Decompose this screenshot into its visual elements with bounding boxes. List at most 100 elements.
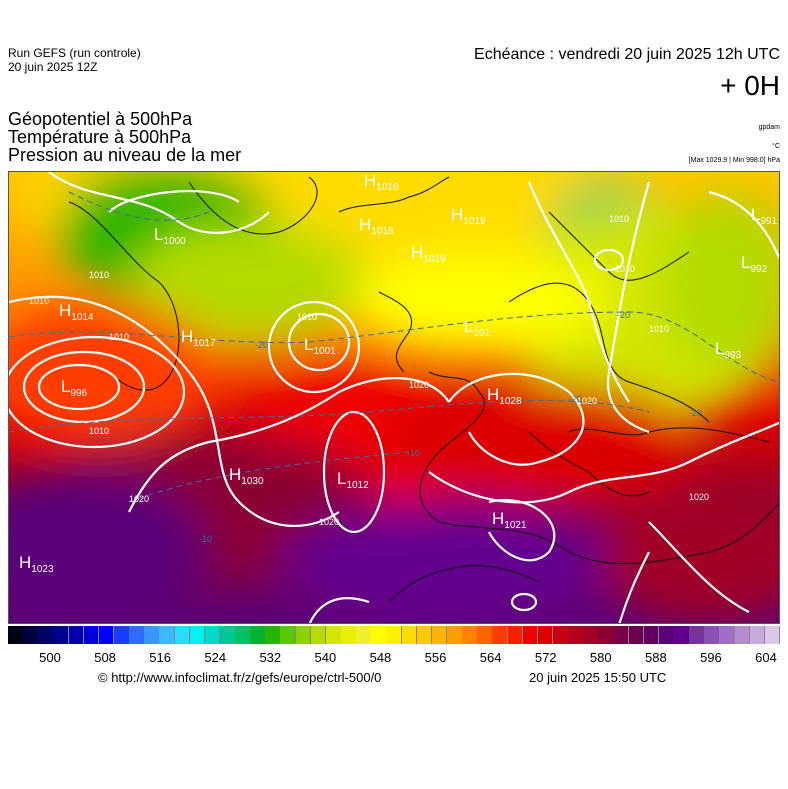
- high-pressure-center: H1030: [229, 465, 264, 487]
- color-scale-swatch: [507, 626, 524, 644]
- color-scale-swatch: [492, 626, 509, 644]
- color-scale-swatch: [431, 626, 448, 644]
- color-scale-swatch: [159, 626, 175, 644]
- low-pressure-center: L1001: [304, 335, 336, 357]
- high-pressure-center: H1028: [487, 385, 522, 407]
- color-scale-tick-label: 596: [700, 650, 722, 665]
- color-scale-swatch: [552, 626, 569, 644]
- isobar-label: 1010: [29, 296, 49, 306]
- unit-pressure-range: [Max 1029.9 | Min 998.0] hPa: [688, 157, 780, 164]
- color-scale-swatch: [643, 626, 660, 644]
- isobar-label: 1010: [297, 312, 317, 322]
- run-info: Run GEFS (run controle) 20 juin 2025 12Z: [8, 46, 141, 74]
- coastlines: [68, 176, 779, 603]
- high-pressure-center: H1017: [181, 327, 216, 349]
- low-pressure-center: L1012: [337, 469, 369, 491]
- color-scale-swatch: [68, 626, 85, 644]
- color-scale-swatch: [219, 626, 236, 644]
- unit-gpdam: gpdam: [758, 124, 780, 131]
- color-scale-swatch: [265, 626, 281, 644]
- high-pressure-center: H1018: [359, 215, 394, 237]
- isobar-label: 1020: [577, 396, 597, 406]
- color-scale-swatch: [189, 626, 206, 644]
- color-scale-swatch: [568, 626, 584, 644]
- color-scale-swatch: [174, 626, 191, 644]
- isotherm-label: -20: [255, 340, 268, 350]
- color-scale-swatch: [704, 626, 720, 644]
- isobar-label: 1010: [89, 426, 109, 436]
- color-scale-swatch: [446, 626, 463, 644]
- source-url: © http://www.infoclimat.fr/z/gefs/europe…: [98, 670, 382, 685]
- color-scale-swatch: [204, 626, 221, 644]
- color-scale-swatch: [749, 626, 766, 644]
- color-scale-swatch: [658, 626, 675, 644]
- high-pressure-center: H1019: [411, 243, 446, 265]
- color-scale-swatch: [719, 626, 736, 644]
- color-scale-swatch: [674, 626, 690, 644]
- color-scale-swatch: [325, 626, 342, 644]
- color-scale-swatch: [341, 626, 357, 644]
- forecast-time: Echéance : vendredi 20 juin 2025 12h UTC: [474, 46, 780, 63]
- product-titles: Géopotentiel à 500hPa Température à 500h…: [8, 110, 241, 164]
- color-scale-tick-label: 524: [204, 650, 227, 665]
- isobar-value-labels: 1010 1010 1010 1020 1020 1010 1010 1020 1020 1010…: [29, 214, 709, 527]
- isobar-label: 1020: [319, 517, 339, 527]
- color-scale-swatch: [53, 626, 70, 644]
- isotherm-label: -10: [407, 448, 420, 458]
- isobar-label: 1010: [615, 264, 635, 274]
- color-scale-swatch: [628, 626, 645, 644]
- color-scale-swatch: [522, 626, 539, 644]
- color-scale-swatch: [98, 626, 115, 644]
- title-geopotential: Géopotentiel à 500hPa: [8, 109, 193, 129]
- color-scale-swatch: [8, 626, 24, 644]
- color-scale-tick-label: 572: [534, 650, 557, 665]
- unit-celsius: °C: [772, 143, 780, 150]
- color-scale-tick-label: 604: [755, 650, 777, 665]
- low-pressure-center: L993: [715, 339, 742, 361]
- high-pressure-center: H1016: [364, 172, 399, 193]
- isotherm-label: -20: [617, 310, 630, 320]
- color-scale-swatch: [386, 626, 403, 644]
- isobar-label: 1010: [109, 332, 129, 342]
- isotherms: [9, 191, 779, 503]
- isotherm-value-labels: -20 -20 -20 -20 -10 -10: [199, 310, 702, 544]
- color-scale-swatch: [734, 626, 751, 644]
- color-scale-swatch: [250, 626, 266, 644]
- generated-timestamp: 20 juin 2025 15:50 UTC: [529, 670, 667, 685]
- color-scale-tick-label: 588: [644, 650, 667, 665]
- isobar-label: 1020: [409, 380, 429, 390]
- isobar-label: 1010: [89, 270, 109, 280]
- isobar-label: 1020: [689, 492, 709, 502]
- color-scale-swatch: [371, 626, 387, 644]
- title-pressure: Pression au niveau de la mer: [8, 145, 242, 165]
- color-scale-swatch: [295, 626, 312, 644]
- title-temperature: Température à 500hPa: [8, 127, 192, 147]
- color-scale-swatch: [310, 626, 327, 644]
- run-name: Run GEFS (run controle): [8, 46, 141, 60]
- color-scale-swatch: [462, 626, 478, 644]
- color-scale: [8, 626, 781, 644]
- color-scale-swatch: [416, 626, 433, 644]
- color-scale-tick-label: 580: [589, 650, 612, 665]
- color-scale-tick-label: 564: [479, 650, 502, 665]
- color-scale-swatch: [356, 626, 372, 644]
- isobar-label: 1010: [649, 324, 669, 334]
- high-pressure-center: H1014: [59, 301, 94, 323]
- color-scale-swatch: [689, 626, 705, 644]
- color-scale-swatch: [38, 626, 54, 644]
- low-pressure-center: L992: [741, 253, 768, 275]
- color-scale-swatch: [613, 626, 630, 644]
- isotherm-label: -10: [199, 534, 212, 544]
- color-scale-swatch: [83, 626, 100, 644]
- low-pressure-center: L101: [464, 317, 491, 339]
- isobar-label: 1020: [129, 494, 149, 504]
- high-pressure-center: H1019: [451, 205, 486, 227]
- color-scale-swatch: [537, 626, 554, 644]
- color-scale-swatch: [280, 626, 297, 644]
- color-scale-swatch: [477, 626, 493, 644]
- high-pressure-center: H1023: [19, 553, 54, 575]
- isotherm-label: -20: [569, 394, 582, 404]
- color-scale-swatch: [23, 626, 39, 644]
- color-scale-swatch: [583, 626, 599, 644]
